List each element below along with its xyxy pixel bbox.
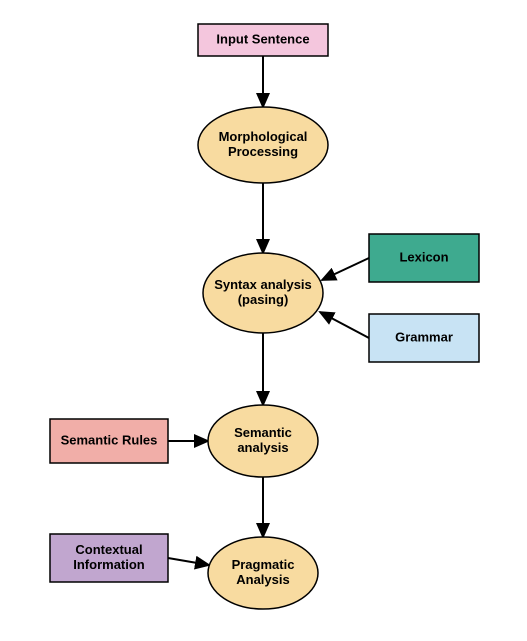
node-pragmatic-label: Pragmatic — [232, 557, 295, 572]
node-semrules-label: Semantic Rules — [61, 432, 158, 447]
nodes-layer: Input Sentence MorphologicalProcessing Syn… — [50, 24, 479, 609]
node-semantic-label: analysis — [237, 440, 288, 455]
node-syntax-label: Syntax analysis — [214, 277, 312, 292]
node-lexicon: Lexicon — [369, 234, 479, 282]
node-pragmatic: PragmaticAnalysis — [208, 537, 318, 609]
node-context-label: Information — [73, 557, 145, 572]
node-semantic: Semanticanalysis — [208, 405, 318, 477]
node-pragmatic-label: Analysis — [236, 572, 289, 587]
node-grammar-label: Grammar — [395, 329, 453, 344]
edge-context-pragmatic — [168, 558, 209, 565]
node-morph: MorphologicalProcessing — [198, 107, 328, 183]
node-semrules: Semantic Rules — [50, 419, 168, 463]
flowchart-canvas: Input Sentence MorphologicalProcessing Syn… — [0, 0, 527, 641]
node-syntax: Syntax analysis(pasing) — [203, 253, 323, 333]
node-semantic-label: Semantic — [234, 425, 292, 440]
node-lexicon-label: Lexicon — [399, 249, 448, 264]
edge-lexicon-syntax — [322, 258, 369, 280]
node-morph-label: Processing — [228, 144, 298, 159]
node-syntax-label: (pasing) — [238, 292, 289, 307]
node-context: ContextualInformation — [50, 534, 168, 582]
node-context-label: Contextual — [75, 542, 142, 557]
node-morph-label: Morphological — [219, 129, 308, 144]
node-input: Input Sentence — [198, 24, 328, 56]
edge-grammar-syntax — [320, 312, 369, 338]
node-input-label: Input Sentence — [216, 31, 309, 46]
node-grammar: Grammar — [369, 314, 479, 362]
